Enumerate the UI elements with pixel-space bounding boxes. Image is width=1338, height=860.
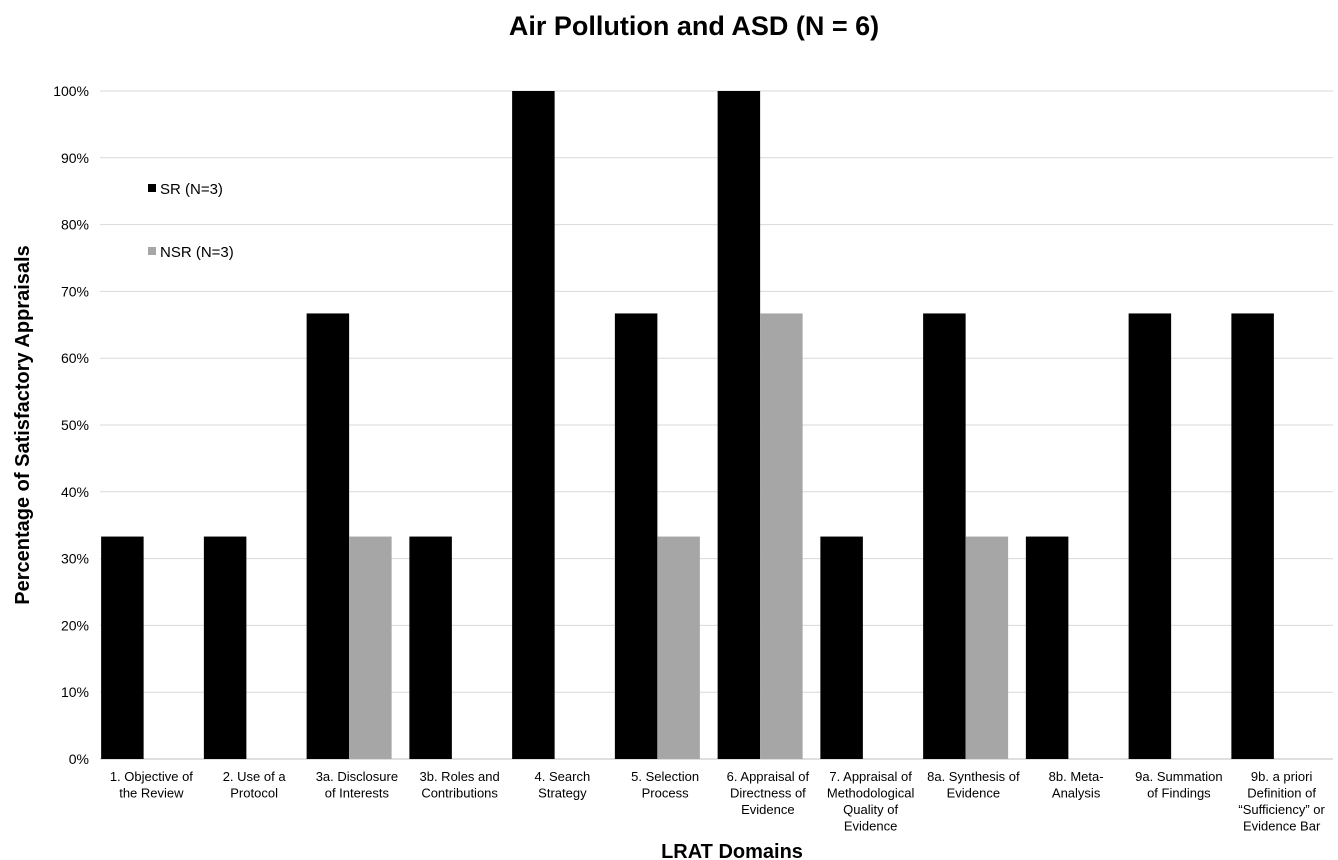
x-category-label-line: Directness of xyxy=(730,786,806,801)
x-category-label-line: Evidence xyxy=(741,802,794,817)
x-category-label-line: 9a. Summation xyxy=(1135,769,1222,784)
bar-sr xyxy=(1231,313,1274,759)
bar-sr xyxy=(614,313,658,759)
x-category-label-line: Analysis xyxy=(1052,786,1101,801)
x-category-label-line: Protocol xyxy=(230,786,278,801)
x-category-label-line: Strategy xyxy=(538,786,587,801)
x-category-label-line: 1. Objective of xyxy=(110,769,193,784)
y-tick-label: 20% xyxy=(61,617,89,633)
bar-sr xyxy=(306,313,350,759)
bar-sr xyxy=(923,313,966,759)
x-category-label-line: 3b. Roles and xyxy=(420,769,500,784)
bar-sr xyxy=(203,536,247,759)
x-category-label: 4. Search Strategy xyxy=(535,769,591,801)
bar-nsr xyxy=(965,536,1009,759)
y-tick-label: 80% xyxy=(61,217,89,233)
y-tick-label: 50% xyxy=(61,417,89,433)
x-category-label-line: 5. Selection xyxy=(631,769,699,784)
bar-sr xyxy=(820,536,863,759)
x-category-label: 9b. a priori Definition of “Sufficiency” o… xyxy=(1238,769,1325,834)
x-category-label: 9a. Summation of Findings xyxy=(1135,769,1222,801)
x-category-label-line: 6. Appraisal of xyxy=(727,769,810,784)
x-category-label: 8a. Synthesis of Evidence xyxy=(927,769,1020,801)
y-tick-label: 40% xyxy=(61,484,89,500)
y-tick-label: 30% xyxy=(61,551,89,567)
x-category-label: 8b. Meta- Analysis xyxy=(1049,769,1104,801)
x-category-label-line: of Findings xyxy=(1147,786,1211,801)
legend-label-sr: SR (N=3) xyxy=(160,181,223,198)
legend-swatch-sr xyxy=(148,184,156,192)
bar-sr xyxy=(101,536,144,759)
bar-nsr xyxy=(760,313,803,759)
bar-sr xyxy=(1025,536,1069,759)
x-category-label-line: 8a. Synthesis of xyxy=(927,769,1020,784)
bar-sr xyxy=(1128,313,1172,759)
x-category-label-line: 8b. Meta- xyxy=(1049,769,1104,784)
y-tick-label: 60% xyxy=(61,350,89,366)
x-category-label-line: of Interests xyxy=(325,786,390,801)
chart-title: Air Pollution and ASD (N = 6) xyxy=(509,11,879,41)
bar-nsr xyxy=(657,536,700,759)
y-axis-ticks: 0% 10% 20% 30% 40% 50% 60% 70% 80% 90% 100% xyxy=(53,83,89,767)
x-category-label-line: 9b. a priori xyxy=(1251,769,1313,784)
x-category-label-line: the Review xyxy=(119,786,184,801)
bars xyxy=(101,91,1274,759)
y-tick-label: 90% xyxy=(61,150,89,166)
x-category-label-line: Evidence Bar xyxy=(1243,819,1321,834)
y-tick-label: 70% xyxy=(61,283,89,299)
bar-nsr xyxy=(349,536,392,759)
legend-swatch-nsr xyxy=(148,247,156,255)
x-category-label-line: 3a. Disclosure xyxy=(316,769,398,784)
x-category-label-line: Methodological xyxy=(827,786,915,801)
x-category-label: 1. Objective of the Review xyxy=(110,769,193,801)
legend: SR (N=3) NSR (N=3) xyxy=(148,181,234,261)
x-category-label: 5. Selection Process xyxy=(631,769,699,801)
x-category-label: 6. Appraisal of Directness of Evidence xyxy=(727,769,810,817)
x-category-label: 7. Appraisal of Methodological Quality of E… xyxy=(827,769,915,834)
x-category-label: 3a. Disclosure of Interests xyxy=(316,769,398,801)
x-category-label-line: 2. Use of a xyxy=(223,769,287,784)
x-category-label: 2. Use of a Protocol xyxy=(223,769,287,801)
x-category-label-line: Contributions xyxy=(421,786,498,801)
x-category-label-line: Evidence xyxy=(947,786,1000,801)
bar-sr xyxy=(409,536,452,759)
x-category-label: 3b. Roles and Contributions xyxy=(420,769,500,801)
x-category-label-line: “Sufficiency” or xyxy=(1238,802,1325,817)
x-category-label-line: Evidence xyxy=(844,819,897,834)
x-category-label-line: Definition of xyxy=(1247,786,1316,801)
x-axis-title: LRAT Domains xyxy=(661,841,803,860)
legend-label-nsr: NSR (N=3) xyxy=(160,244,234,261)
x-category-label-line: 4. Search xyxy=(535,769,591,784)
x-category-label-line: Quality of xyxy=(843,802,898,817)
y-tick-label: 10% xyxy=(61,684,89,700)
x-axis-categories: 1. Objective of the Review 2. Use of a Prot… xyxy=(110,769,1326,834)
bar-sr xyxy=(512,91,555,759)
y-axis-title: Percentage of Satisfactory Appraisals xyxy=(12,245,34,604)
x-category-label-line: 7. Appraisal of xyxy=(829,769,912,784)
x-category-label-line: Process xyxy=(642,786,689,801)
y-tick-label: 100% xyxy=(53,83,89,99)
y-tick-label: 0% xyxy=(69,751,89,767)
gridlines xyxy=(100,90,1333,760)
bar-sr xyxy=(717,91,761,759)
